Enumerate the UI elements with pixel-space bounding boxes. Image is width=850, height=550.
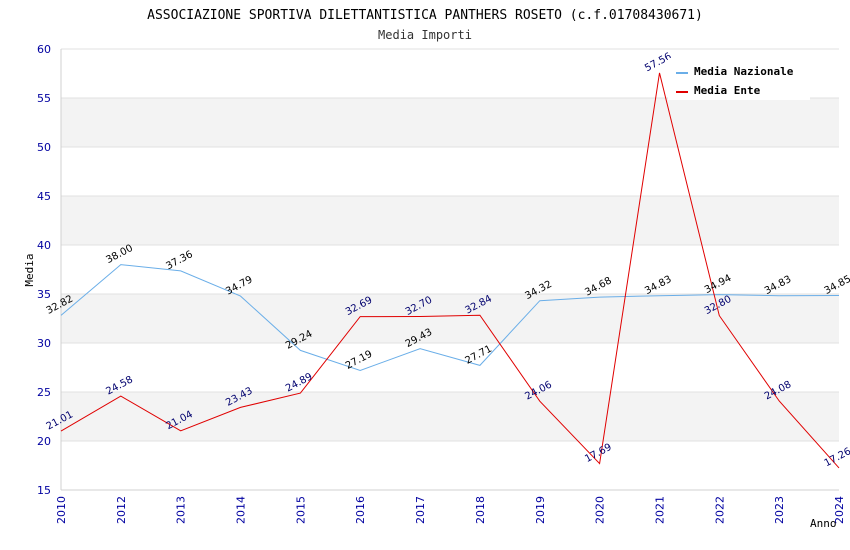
x-tick-label: 2024 [833,496,846,524]
y-tick-label: 25 [37,386,51,399]
grid-bands [61,98,839,441]
x-axis-ticks: 2010 2012 2013 2014 2015 2016 2017 2018 2019 2020… [55,496,846,524]
gridlines [61,48,839,491]
x-axis-label: Anno [810,517,837,530]
x-tick-label: 2012 [115,496,128,524]
grid-band [61,392,839,441]
chart-title: ASSOCIAZIONE SPORTIVA DILETTANTISTICA PA… [147,8,703,23]
x-tick-label: 2022 [713,496,726,524]
data-label-media-ente: 24.89 [284,371,314,394]
x-tick-label: 2016 [354,496,367,524]
grid-band [61,294,839,343]
x-tick-label: 2015 [294,496,307,524]
data-label-media-nazionale: 34.85 [823,274,850,297]
grid-band [61,98,839,147]
y-tick-label: 50 [37,141,51,154]
x-tick-label: 2014 [235,496,248,524]
data-label-media-nazionale: 34.94 [703,273,733,296]
legend-label-media-nazionale: Media Nazionale [694,65,794,78]
x-tick-label: 2018 [474,496,487,524]
x-tick-label: 2021 [653,496,666,524]
x-tick-label: 2013 [175,496,188,524]
data-label-media-nazionale: 27.19 [344,349,374,372]
x-tick-label: 2023 [773,496,786,524]
series-line-media-nazionale [60,264,840,372]
legend-box [668,58,810,100]
y-tick-label: 30 [37,337,51,350]
y-tick-label: 15 [37,484,51,497]
grid-band [61,196,839,245]
x-tick-label: 2019 [534,496,547,524]
y-tick-label: 45 [37,190,51,203]
y-axis-label: Media [23,253,36,286]
chart-subtitle: Media Importi [378,28,472,42]
series-line-media-ente [60,72,840,469]
y-tick-label: 40 [37,239,51,252]
data-label-media-ente: 17.69 [583,442,613,465]
y-tick-label: 55 [37,92,51,105]
data-label-media-ente: 17.26 [823,446,850,469]
x-tick-label: 2020 [594,496,607,524]
x-tick-label: 2017 [414,496,427,524]
data-label-media-nazionale: 27.71 [464,344,494,367]
data-label-media-nazionale: 38.00 [104,243,134,266]
y-tick-label: 60 [37,43,51,56]
y-tick-label: 35 [37,288,51,301]
x-tick-label: 2010 [55,496,68,524]
y-tick-label: 20 [37,435,51,448]
series-group [60,72,840,469]
axes [60,49,839,491]
y-axis-ticks: 15 20 25 30 35 40 45 50 55 60 [37,43,51,497]
legend-label-media-ente: Media Ente [694,84,761,97]
data-label-media-nazionale: 37.36 [164,249,194,272]
legend: Media Nazionale Media Ente [668,58,810,100]
